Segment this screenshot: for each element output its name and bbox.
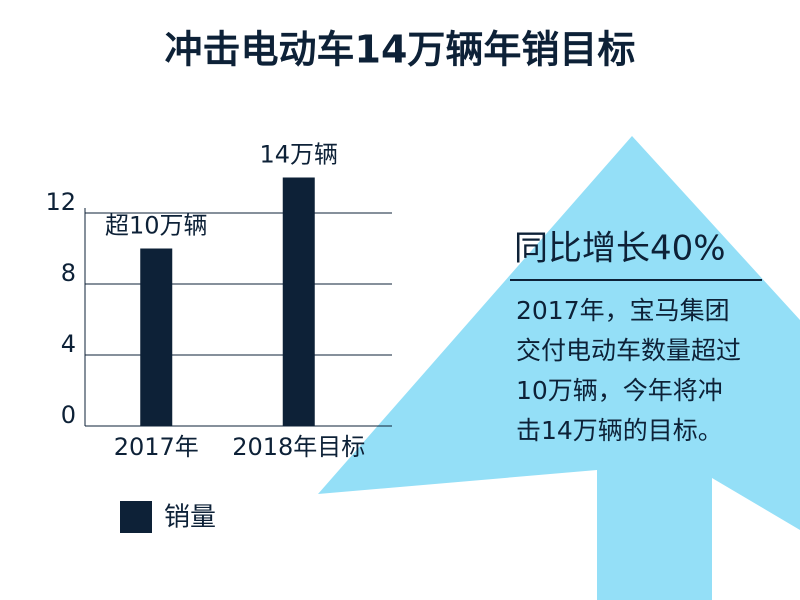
annotation-heading: 同比增长40% xyxy=(514,229,726,269)
bar xyxy=(140,248,173,426)
chart-title: 冲击电动车14万辆年销目标 xyxy=(165,28,636,72)
bar xyxy=(282,177,315,426)
y-tick-label: 12 xyxy=(45,188,76,216)
x-tick-label: 2018年目标 xyxy=(232,433,365,461)
annotation-line: 10万辆，今年将冲 xyxy=(516,376,723,405)
legend-swatch xyxy=(120,501,152,533)
annotation-line: 击14万辆的目标。 xyxy=(516,416,723,445)
annotation-line: 2017年，宝马集团 xyxy=(516,296,730,325)
x-tick-label: 2017年 xyxy=(114,433,199,461)
annotation-line: 交付电动车数量超过 xyxy=(516,336,741,365)
value-label: 超10万辆 xyxy=(105,212,208,240)
value-label: 14万辆 xyxy=(259,141,338,169)
y-tick-label: 0 xyxy=(61,401,76,429)
y-tick-label: 8 xyxy=(61,259,76,287)
background-arrow xyxy=(318,136,800,600)
y-tick-label: 4 xyxy=(61,330,76,358)
legend-label: 销量 xyxy=(164,503,216,533)
